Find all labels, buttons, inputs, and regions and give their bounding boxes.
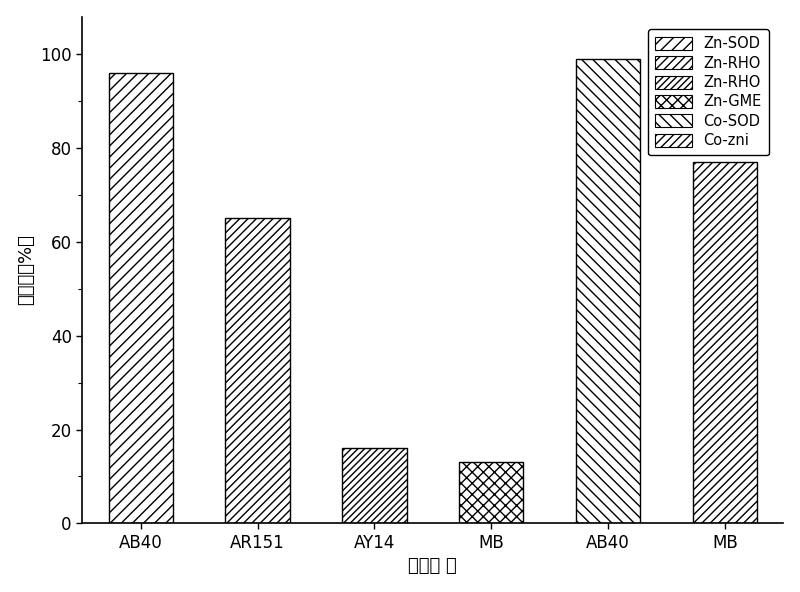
Legend: Zn-SOD, Zn-RHO, Zn-RHO, Zn-GME, Co-SOD, Co-zni: Zn-SOD, Zn-RHO, Zn-RHO, Zn-GME, Co-SOD, … [648, 29, 769, 156]
Bar [226, 218, 290, 523]
Y-axis label: 解吸率（%）: 解吸率（%） [17, 234, 34, 305]
X-axis label: 不同染 料: 不同染 料 [409, 557, 457, 575]
Bar [109, 73, 173, 523]
Bar [576, 59, 640, 523]
Bar [693, 162, 757, 523]
Bar [342, 448, 406, 523]
Bar [459, 462, 523, 523]
